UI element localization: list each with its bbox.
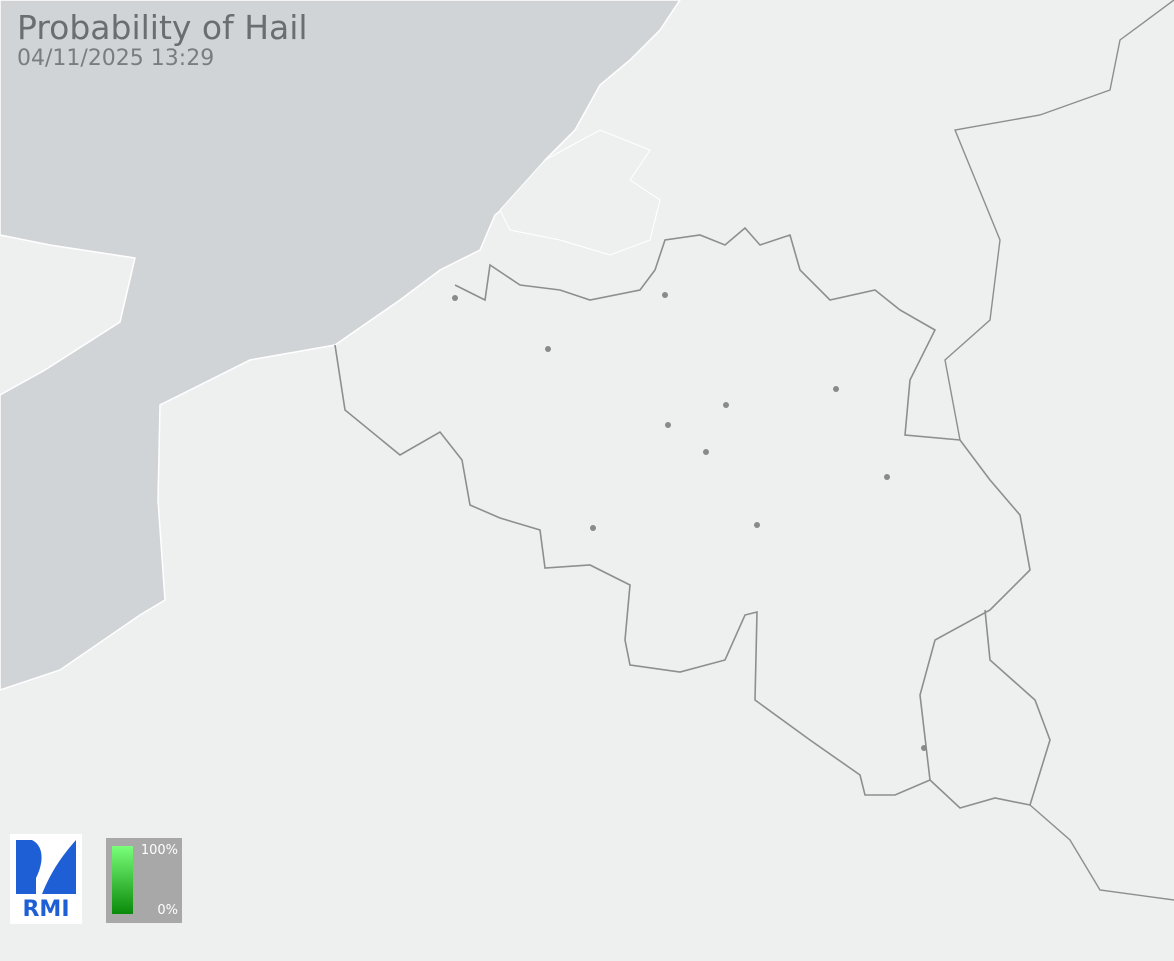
city-marker bbox=[665, 422, 671, 428]
map-timestamp: 04/11/2025 13:29 bbox=[17, 46, 215, 71]
probability-legend: 100% 0% bbox=[106, 838, 182, 923]
legend-color-bar bbox=[112, 846, 133, 914]
city-marker bbox=[452, 295, 458, 301]
belgium-border bbox=[334, 226, 1031, 796]
city-marker bbox=[833, 386, 839, 392]
city-marker bbox=[754, 522, 760, 528]
city-marker bbox=[662, 292, 668, 298]
city-marker bbox=[545, 346, 551, 352]
logo-text: RMI bbox=[22, 897, 70, 922]
sea bbox=[0, 0, 681, 691]
city-marker bbox=[884, 474, 890, 480]
luxembourg-border bbox=[929, 609, 1051, 809]
city-markers bbox=[452, 292, 927, 751]
germany-border bbox=[944, 0, 1174, 441]
rmi-logo: RMI bbox=[10, 834, 82, 924]
map-title: Probability of Hail bbox=[17, 8, 308, 47]
city-marker bbox=[723, 402, 729, 408]
germany-south-border bbox=[1029, 804, 1174, 901]
city-marker bbox=[703, 449, 709, 455]
legend-max-label: 100% bbox=[140, 843, 178, 858]
city-marker bbox=[921, 745, 927, 751]
north-coast-islands bbox=[499, 129, 661, 256]
legend-min-label: 0% bbox=[157, 903, 178, 918]
city-marker bbox=[590, 525, 596, 531]
rmi-logo-icon bbox=[16, 840, 76, 894]
